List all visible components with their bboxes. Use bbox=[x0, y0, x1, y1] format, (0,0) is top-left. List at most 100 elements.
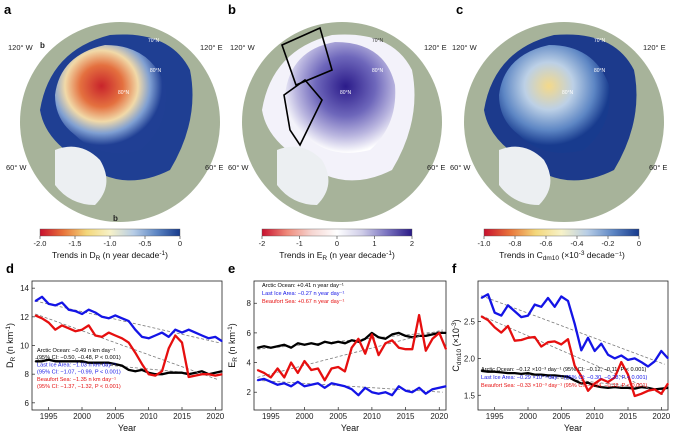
data-point-last-ice-area-d bbox=[81, 313, 83, 315]
x-tick-label-f: 2010 bbox=[586, 412, 604, 421]
colorbar-tick-label-b: -1 bbox=[296, 239, 303, 248]
data-point-last-ice-area-f bbox=[660, 350, 662, 352]
colorbar-tick-label-c: -0.6 bbox=[540, 239, 553, 248]
data-point-last-ice-area-e bbox=[297, 381, 299, 383]
data-point-beaufort-sea-f bbox=[594, 382, 596, 385]
data-point-arctic-ocean-e bbox=[263, 345, 265, 347]
data-point-last-ice-area-f bbox=[500, 315, 502, 317]
x-axis-label-e: Year bbox=[341, 423, 359, 433]
data-point-arctic-ocean-f bbox=[487, 371, 489, 373]
x-tick-label-d: 2015 bbox=[173, 412, 191, 421]
annotation-e-2: Beaufort Sea: +0.67 n year day⁻¹ bbox=[262, 299, 345, 305]
data-point-last-ice-area-f bbox=[554, 306, 556, 308]
data-point-arctic-ocean-f bbox=[534, 374, 536, 376]
x-tick-label-d: 1995 bbox=[40, 412, 58, 421]
data-point-beaufort-sea-d bbox=[41, 317, 43, 319]
data-point-last-ice-area-f bbox=[540, 306, 542, 308]
x-tick-label-d: 2010 bbox=[140, 412, 158, 421]
data-point-arctic-ocean-f bbox=[614, 386, 616, 388]
data-point-last-ice-area-e bbox=[398, 385, 400, 387]
data-point-last-ice-area-e bbox=[270, 381, 272, 383]
data-point-beaufort-sea-f bbox=[534, 336, 536, 338]
data-point-last-ice-area-f bbox=[654, 360, 656, 362]
data-point-last-ice-area-f bbox=[480, 297, 482, 299]
data-point-arctic-ocean-f bbox=[560, 375, 562, 377]
data-point-last-ice-area-e bbox=[317, 382, 319, 384]
data-point-arctic-ocean-f bbox=[600, 386, 602, 388]
data-point-arctic-ocean-e bbox=[445, 332, 447, 334]
data-point-beaufort-sea-e bbox=[283, 376, 285, 378]
data-point-beaufort-sea-e bbox=[438, 332, 440, 334]
y-tick-label-d: 10 bbox=[20, 342, 29, 351]
data-point-last-ice-area-d bbox=[141, 336, 143, 338]
data-point-arctic-ocean-e bbox=[330, 342, 333, 344]
data-point-arctic-ocean-d bbox=[34, 360, 36, 362]
data-point-beaufort-sea-d bbox=[161, 370, 163, 372]
data-point-beaufort-sea-f bbox=[640, 393, 642, 395]
lon-label-60w-b: 60° W bbox=[228, 163, 249, 172]
data-point-arctic-ocean-d bbox=[161, 373, 163, 375]
lon-label-60e-a: 60° E bbox=[205, 163, 223, 172]
x-tick-label-e: 2015 bbox=[397, 412, 415, 421]
data-point-last-ice-area-e bbox=[445, 385, 447, 387]
y-tick-label-d: 6 bbox=[25, 399, 30, 408]
colorbar-ticks-a: -2.0 -1.5 -1.0 -0.5 0 bbox=[34, 236, 182, 248]
data-point-arctic-ocean-e bbox=[283, 344, 285, 346]
data-point-beaufort-sea-f bbox=[567, 338, 569, 340]
data-point-beaufort-sea-e bbox=[330, 367, 333, 370]
data-point-arctic-ocean-e bbox=[378, 336, 380, 338]
lon-label-60w-c: 60° W bbox=[450, 163, 471, 172]
data-point-beaufort-sea-f bbox=[487, 319, 489, 321]
data-point-last-ice-area-d bbox=[154, 334, 156, 337]
data-point-beaufort-sea-f bbox=[554, 340, 556, 342]
trend-field-c bbox=[499, 45, 610, 153]
annotation-e-1: Last Ice Area: −0.27 n year day⁻¹ bbox=[262, 291, 345, 297]
data-point-arctic-ocean-e bbox=[371, 332, 373, 334]
lon-label-60w-a: 60° W bbox=[6, 163, 27, 172]
data-point-last-ice-area-d bbox=[61, 301, 63, 304]
lon-label-60e-c: 60° E bbox=[649, 163, 667, 172]
data-point-beaufort-sea-d bbox=[74, 330, 76, 332]
lat-label-70n-a: 70°N bbox=[148, 38, 160, 44]
lat-label-70n-b: 70°N bbox=[372, 38, 384, 44]
data-point-last-ice-area-f bbox=[614, 357, 616, 359]
data-point-last-ice-area-d bbox=[134, 329, 136, 331]
data-point-beaufort-sea-d bbox=[101, 336, 103, 338]
data-point-last-ice-area-e bbox=[290, 385, 292, 387]
data-point-arctic-ocean-e bbox=[398, 332, 400, 334]
data-point-beaufort-sea-f bbox=[580, 375, 582, 377]
data-point-last-ice-area-e bbox=[357, 394, 359, 396]
colorbar-label-c: Trends in Cdm10 (×10-3 decade⁻¹) bbox=[499, 250, 625, 262]
data-point-beaufort-sea-d bbox=[94, 334, 96, 337]
data-point-last-ice-area-d bbox=[88, 309, 90, 311]
data-point-last-ice-area-d bbox=[214, 336, 216, 338]
trend-field-b bbox=[285, 42, 396, 153]
y-tick-label-e: 4 bbox=[247, 359, 252, 368]
data-point-arctic-ocean-e bbox=[290, 347, 292, 349]
data-point-arctic-ocean-f bbox=[620, 387, 622, 389]
colorbar-tick-label-c: -0.8 bbox=[509, 239, 522, 248]
data-point-last-ice-area-d bbox=[161, 332, 163, 334]
x-tick-label-d: 2000 bbox=[73, 412, 91, 421]
data-point-last-ice-area-f bbox=[560, 295, 562, 298]
data-point-arctic-ocean-f bbox=[634, 388, 636, 390]
colorbar-ticks-c: -1.0 -0.8 -0.6 -0.4 -0.2 0 bbox=[478, 236, 641, 248]
data-point-last-ice-area-f bbox=[647, 365, 649, 368]
data-point-beaufort-sea-d bbox=[88, 324, 90, 326]
data-point-arctic-ocean-f bbox=[607, 387, 609, 389]
data-point-last-ice-area-e bbox=[351, 388, 353, 390]
data-point-arctic-ocean-d bbox=[174, 372, 176, 374]
data-point-arctic-ocean-d bbox=[68, 360, 70, 362]
data-point-beaufort-sea-e bbox=[270, 376, 272, 378]
data-point-last-ice-area-d bbox=[168, 336, 170, 338]
x-tick-label-e: 2005 bbox=[329, 412, 347, 421]
data-point-last-ice-area-d bbox=[41, 296, 43, 298]
data-point-last-ice-area-d bbox=[181, 332, 183, 334]
colorbar-a bbox=[39, 228, 181, 237]
data-point-arctic-ocean-d bbox=[41, 360, 43, 362]
annotation-f-2: Beaufort Sea: −0.33 ×10⁻³ day⁻¹ (95% CI:… bbox=[481, 383, 648, 389]
data-point-arctic-ocean-e bbox=[317, 344, 319, 346]
data-point-arctic-ocean-f bbox=[640, 386, 642, 388]
data-point-beaufort-sea-d bbox=[121, 337, 123, 339]
data-point-last-ice-area-f bbox=[547, 297, 549, 299]
